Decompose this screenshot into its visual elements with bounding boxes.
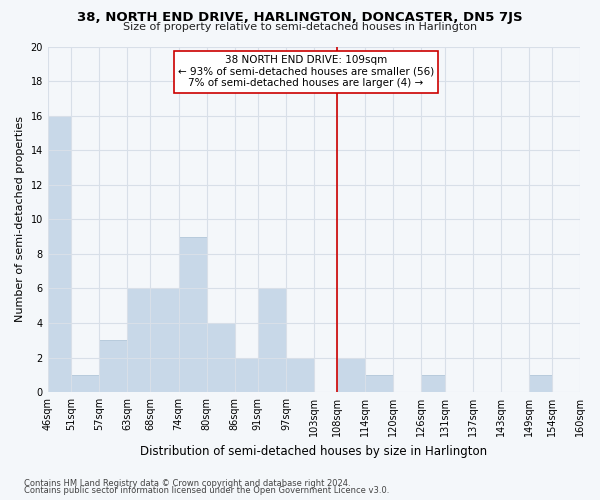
Bar bbox=[337, 358, 365, 392]
Text: Contains public sector information licensed under the Open Government Licence v3: Contains public sector information licen… bbox=[24, 486, 389, 495]
Bar bbox=[127, 288, 151, 392]
Bar bbox=[365, 375, 393, 392]
Text: 38 NORTH END DRIVE: 109sqm
← 93% of semi-detached houses are smaller (56)
7% of : 38 NORTH END DRIVE: 109sqm ← 93% of semi… bbox=[178, 55, 434, 88]
Bar bbox=[71, 375, 99, 392]
Bar bbox=[48, 116, 71, 392]
Text: 38, NORTH END DRIVE, HARLINGTON, DONCASTER, DN5 7JS: 38, NORTH END DRIVE, HARLINGTON, DONCAST… bbox=[77, 11, 523, 24]
Text: Contains HM Land Registry data © Crown copyright and database right 2024.: Contains HM Land Registry data © Crown c… bbox=[24, 478, 350, 488]
Bar bbox=[286, 358, 314, 392]
Bar bbox=[580, 375, 600, 392]
Bar bbox=[151, 288, 179, 392]
Bar bbox=[235, 358, 258, 392]
Bar bbox=[258, 288, 286, 392]
Bar bbox=[99, 340, 127, 392]
Bar bbox=[206, 323, 235, 392]
Bar bbox=[529, 375, 552, 392]
Bar bbox=[179, 236, 206, 392]
X-axis label: Distribution of semi-detached houses by size in Harlington: Distribution of semi-detached houses by … bbox=[140, 444, 487, 458]
Bar bbox=[421, 375, 445, 392]
Text: Size of property relative to semi-detached houses in Harlington: Size of property relative to semi-detach… bbox=[123, 22, 477, 32]
Y-axis label: Number of semi-detached properties: Number of semi-detached properties bbox=[15, 116, 25, 322]
